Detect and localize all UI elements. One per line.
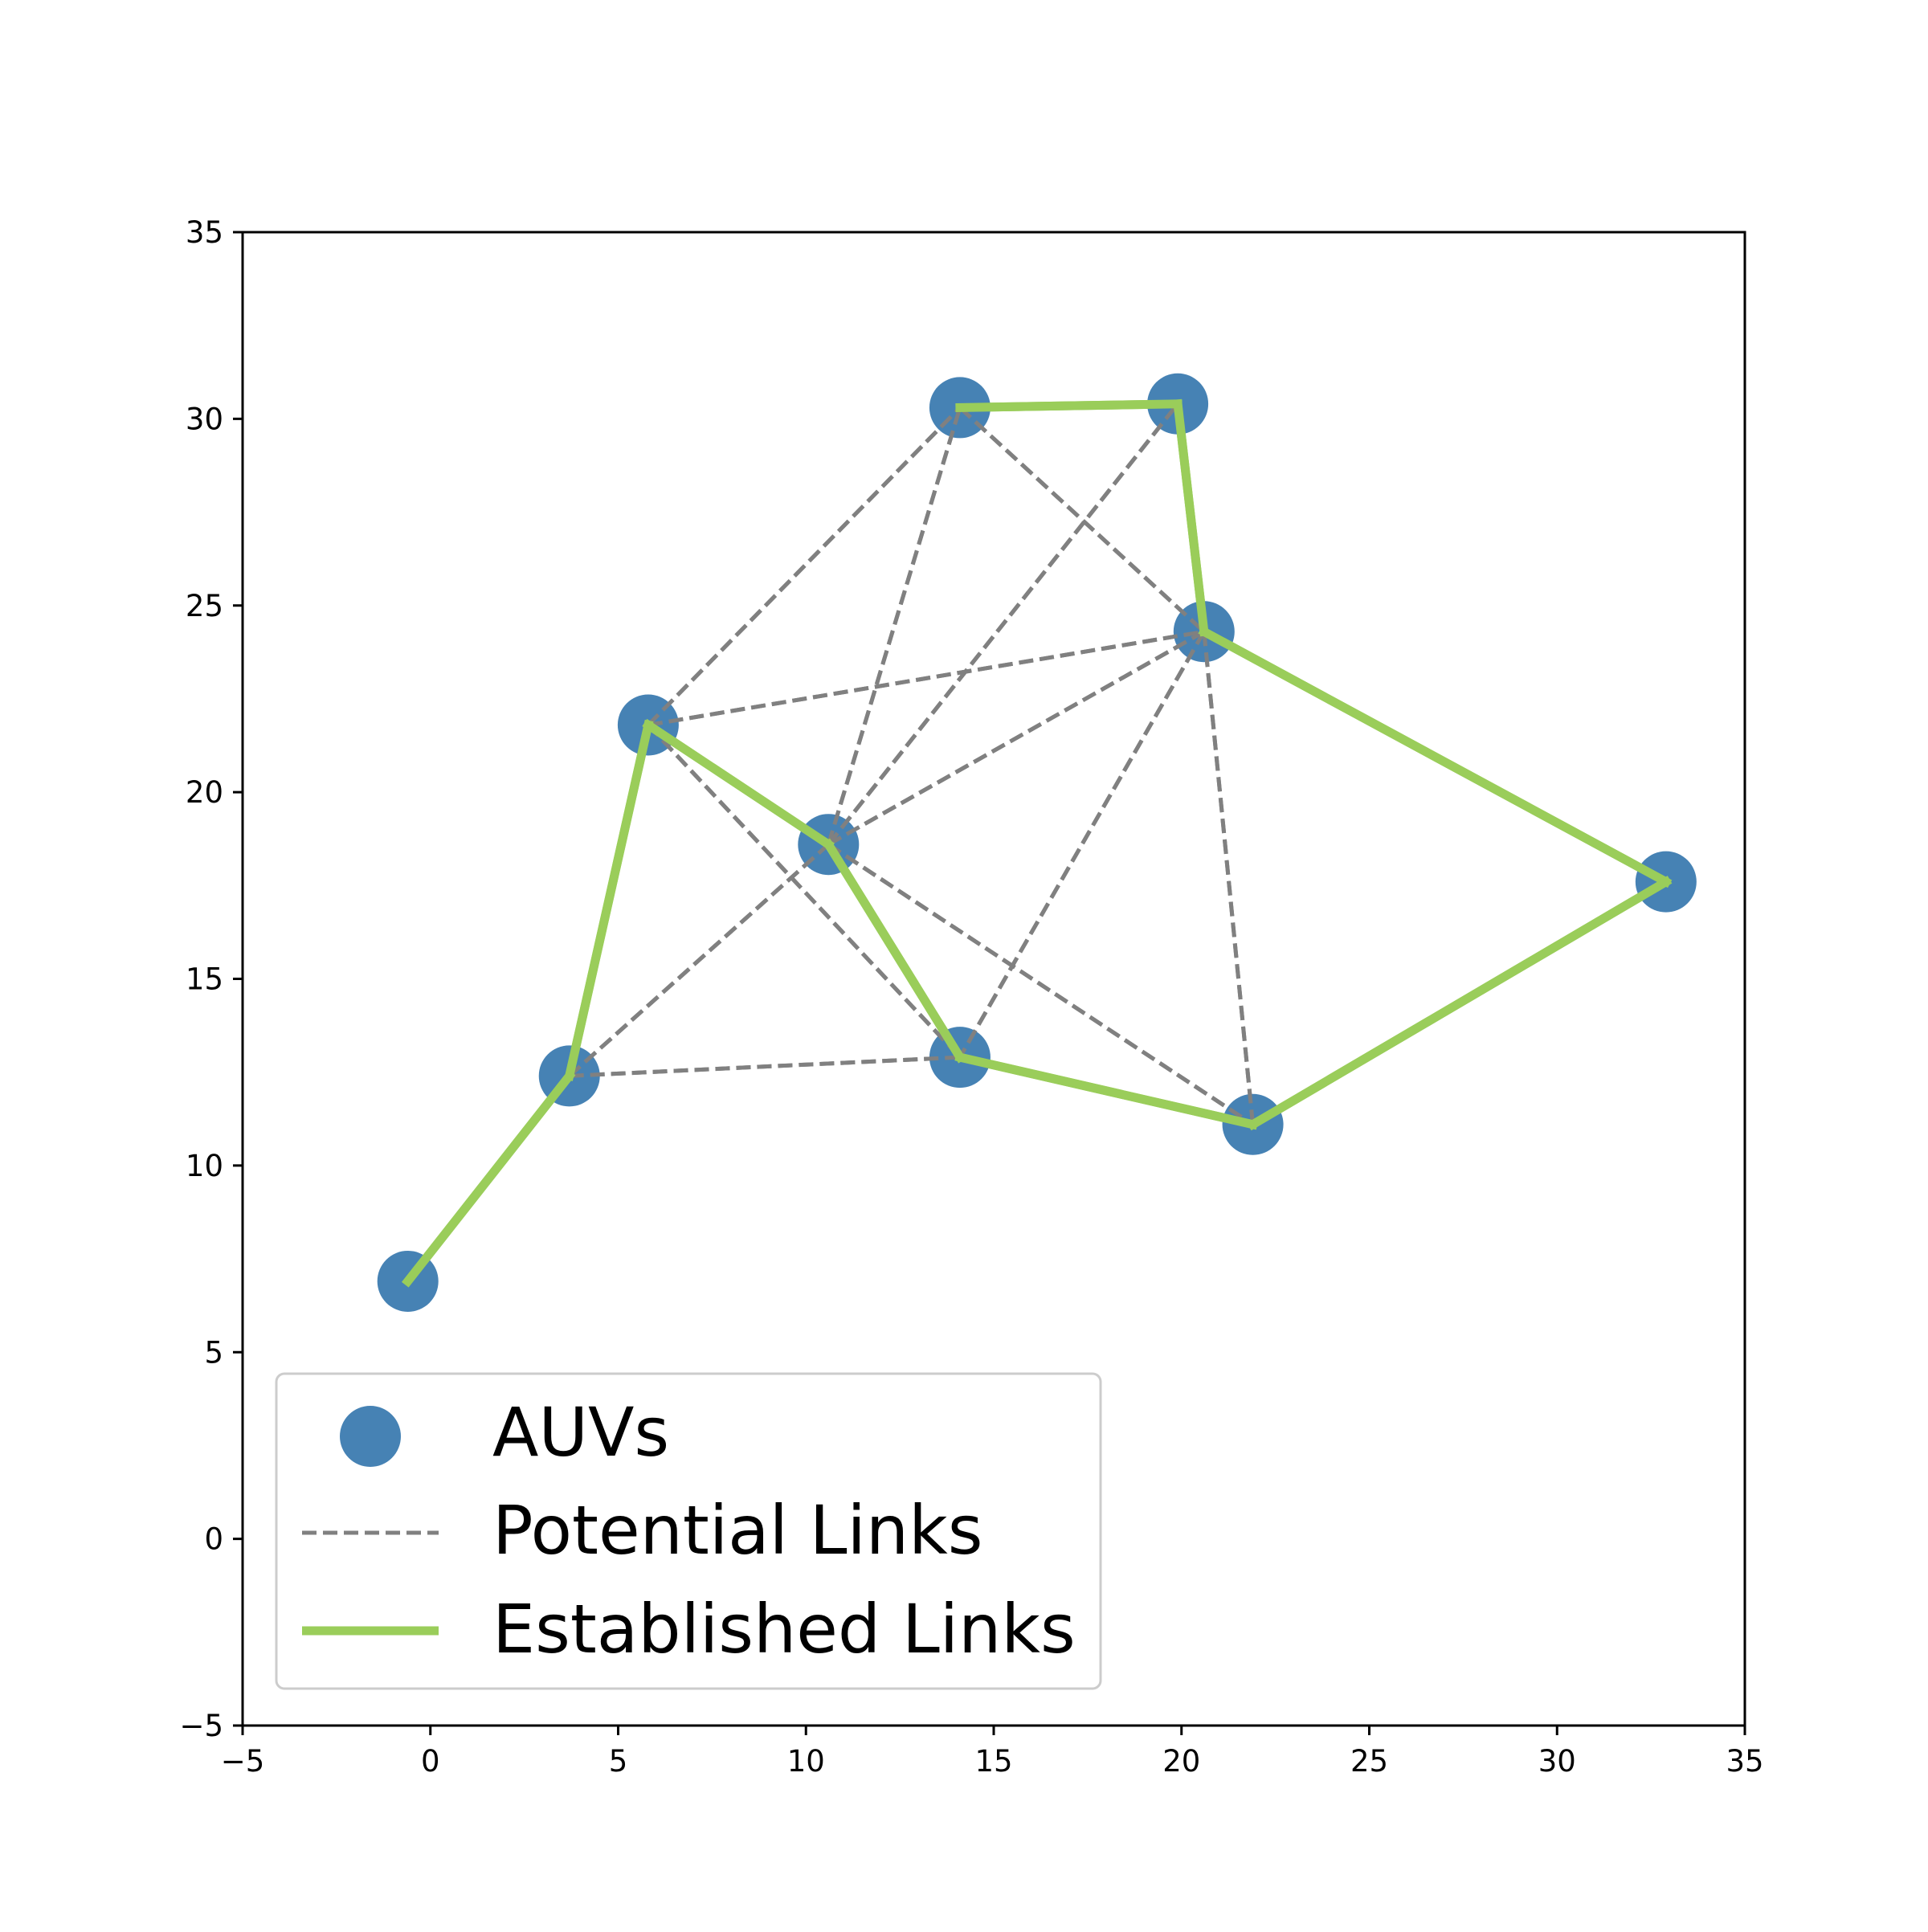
potential-link-overlay-11 [1202,631,1256,1125]
established-link-overlay-4 [954,1052,1259,1130]
y-tick-label-3: 10 [186,1149,223,1183]
potential-link-overlay-3 [569,1055,961,1078]
x-tick-label-6: 25 [1350,1744,1388,1779]
legend-label-established-links: Established Links [492,1590,1076,1669]
potential-link-overlay-9 [958,406,1206,634]
y-tick-label-7: 30 [186,402,223,436]
legend-marker-auvs [340,1406,401,1467]
x-tick-label-3: 10 [787,1744,825,1779]
established-link-overlay-0 [401,1069,576,1288]
x-tick-label-7: 30 [1538,1744,1576,1779]
x-tick-label-0: −5 [221,1744,265,1779]
potential-link-overlay-7 [827,630,1206,847]
established-links-overlay [401,398,1673,1288]
legend-box [275,1372,1102,1690]
potential-link-overlay-5 [826,406,962,845]
potential-links-layer [568,402,1256,1126]
potential-link-overlay-8 [827,843,1254,1126]
established-link-overlay-1 [564,719,654,1081]
potential-link-overlay-4 [568,843,830,1078]
potential-link-overlay-0 [647,406,962,727]
y-tick-label-8: 35 [186,215,223,250]
y-tick-label-2: 5 [204,1335,223,1370]
established-links-layer [401,398,1673,1288]
potential-link-overlay-2 [647,723,962,1059]
y-tick-label-1: 0 [204,1522,223,1557]
axis-ticks-layer: −5 0 5 10 15 20 25 30 35 −5 0 5 10 15 20 25 30 35 [179,215,1763,1779]
established-link-overlay-5 [1247,876,1673,1131]
auv-nodes-layer [377,373,1697,1312]
potential-links-overlay [568,402,1256,1126]
legend-label-auvs: AUVs [492,1393,669,1472]
x-tick-label-8: 35 [1726,1744,1763,1779]
y-tick-label-0: −5 [179,1709,223,1743]
potential-link-overlay-1 [647,629,1205,727]
legend-label-potential-links: Potential Links [492,1491,982,1570]
y-tick-label-5: 20 [186,775,223,810]
established-link-overlay-8 [955,399,1183,413]
x-tick-label-1: 0 [421,1744,440,1779]
legend: AUVs Potential Links Established Links [275,1372,1102,1690]
x-tick-label-5: 20 [1162,1744,1200,1779]
established-link-overlay-3 [822,838,966,1064]
potential-link-overlay-10 [958,631,1206,1059]
potential-link-overlay-6 [827,402,1180,846]
x-tick-label-2: 5 [609,1744,628,1779]
established-link-overlay-7 [1172,398,1209,637]
established-link-overlay-2 [642,718,835,851]
established-link-overlay-6 [1198,625,1673,888]
y-tick-label-4: 15 [186,962,223,997]
y-tick-label-6: 25 [186,589,223,623]
x-tick-label-4: 15 [974,1744,1012,1779]
